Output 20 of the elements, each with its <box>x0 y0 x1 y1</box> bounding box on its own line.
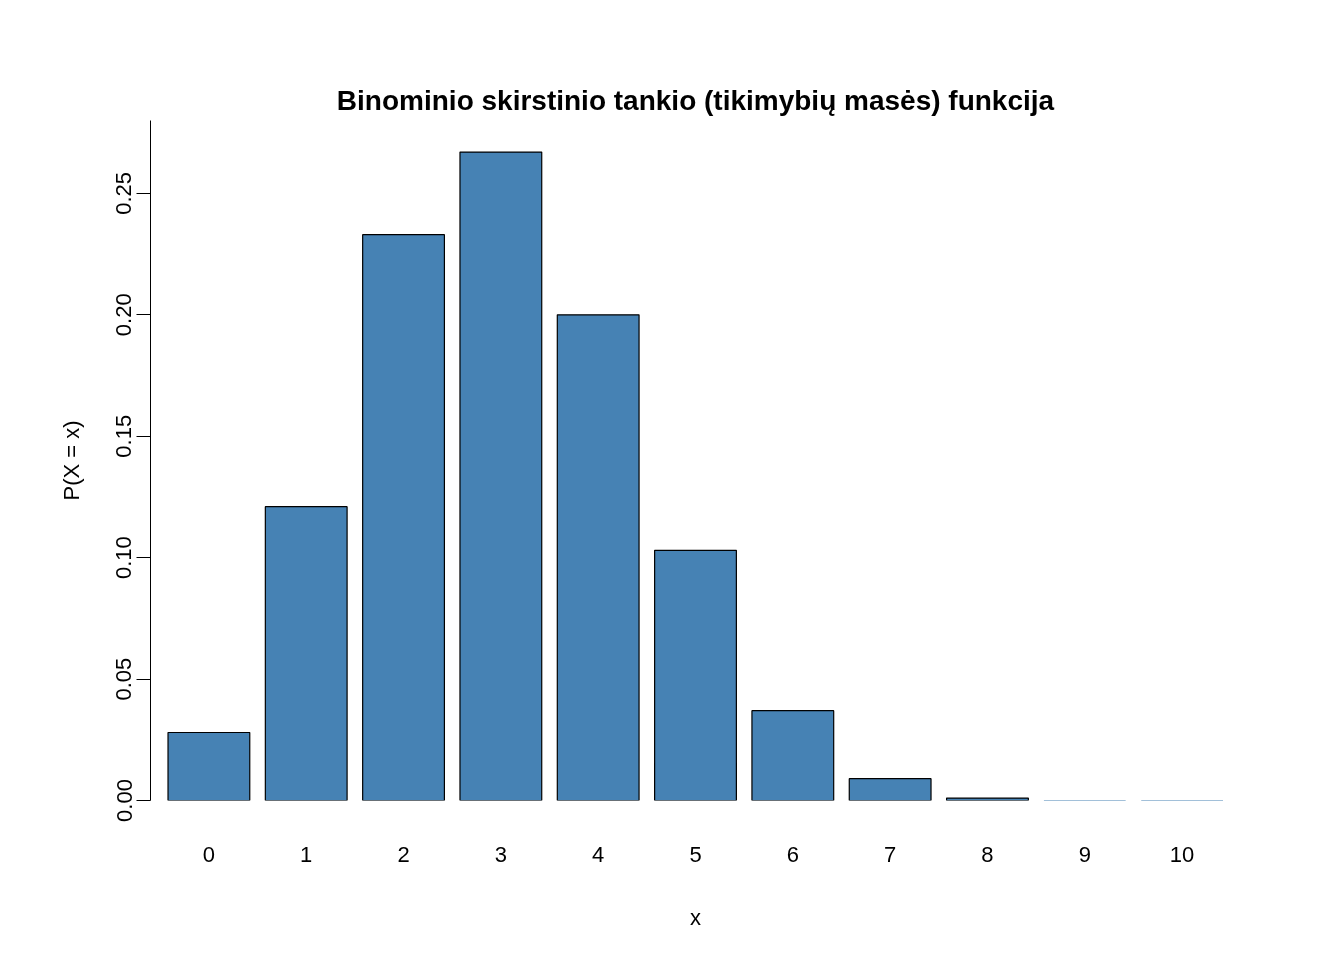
y-axis-title: P(X = x) <box>58 420 84 501</box>
x-tick-label: 5 <box>689 841 702 867</box>
y-tick-label: 0.10 <box>111 536 137 580</box>
x-tick-label: 3 <box>494 841 507 867</box>
chart-title: Binominio skirstinio tankio (tikimybių masės) funkcija <box>336 84 1055 116</box>
y-tick-label: 0.00 <box>111 779 137 822</box>
x-tick-label: 2 <box>397 841 410 867</box>
x-tick-label: 1 <box>300 841 313 867</box>
y-tick-label: 0.15 <box>111 414 137 458</box>
x-tick-label: 7 <box>884 841 897 867</box>
x-tick-label: 0 <box>202 841 216 867</box>
x-axis-title: x <box>690 904 701 930</box>
y-tick-label: 0.05 <box>111 657 137 701</box>
x-tick-label: 10 <box>1169 841 1195 867</box>
x-tick-label: 6 <box>786 841 799 867</box>
x-tick-label: 4 <box>592 841 605 867</box>
x-tick-label: 8 <box>981 841 994 867</box>
x-tick-label: 9 <box>1078 841 1091 867</box>
y-tick-label: 0.20 <box>111 293 137 337</box>
y-tick-label: 0.25 <box>111 171 137 215</box>
